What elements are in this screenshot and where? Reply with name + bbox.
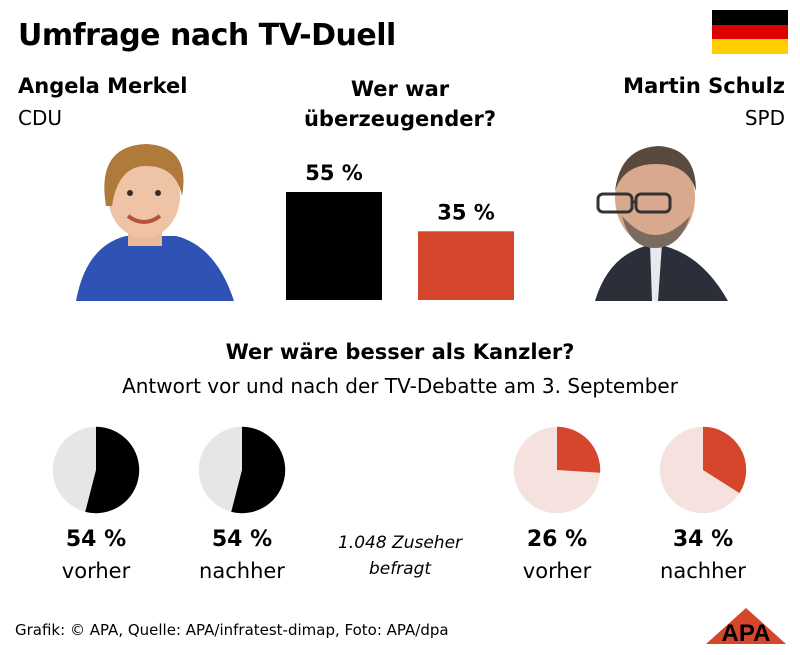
pie-slice-merkel-nachher bbox=[231, 426, 286, 514]
source-footer: Grafik: © APA, Quelle: APA/infratest-dim… bbox=[15, 621, 449, 639]
pie-slice-schulz-vorher bbox=[557, 426, 601, 473]
pie-merkel-nachher bbox=[198, 426, 286, 514]
bar-merkel bbox=[286, 192, 382, 300]
pie-caption-merkel-vorher: vorher bbox=[61, 559, 131, 583]
schulz-portrait bbox=[595, 146, 728, 301]
pie-section-title: Wer wäre besser als Kanzler? bbox=[225, 340, 575, 364]
apa-logo-text: APA bbox=[722, 620, 771, 644]
pie-section-subtitle: Antwort vor und nach der TV-Debatte am 3… bbox=[122, 374, 678, 398]
question-line-1: Wer war bbox=[350, 77, 450, 101]
pie-caption-schulz-vorher: vorher bbox=[522, 559, 592, 583]
pie-value-schulz-nachher: 34 % bbox=[672, 527, 734, 552]
pie-value-merkel-nachher: 54 % bbox=[211, 527, 273, 552]
apa-logo: APA bbox=[706, 608, 786, 644]
pie-slice-schulz-nachher bbox=[703, 426, 747, 494]
bar-chart: 55 % 35 % bbox=[286, 161, 514, 300]
pie-schulz-vorher bbox=[513, 426, 601, 514]
sample-size-note: 1.048 Zuseher befragt bbox=[320, 530, 480, 582]
pie-caption-schulz-nachher: nachher bbox=[660, 559, 746, 583]
flag-stripe-red bbox=[712, 24, 788, 40]
pie-slice-merkel-vorher bbox=[85, 426, 140, 514]
pie-value-schulz-vorher: 26 % bbox=[526, 527, 588, 552]
apa-logo-triangle bbox=[706, 608, 786, 644]
pie-value-merkel-vorher: 54 % bbox=[65, 527, 127, 552]
question-overzeugend: Wer war überzeugender? bbox=[270, 74, 530, 134]
bar-label-merkel: 55 % bbox=[305, 161, 363, 185]
question-line-2: überzeugender? bbox=[303, 107, 497, 131]
flag-stripe-black bbox=[712, 10, 788, 25]
pie-schulz-nachher bbox=[659, 426, 747, 514]
chart-title: Umfrage nach TV-Duell bbox=[18, 18, 396, 53]
flag-stripe-gold bbox=[712, 39, 788, 54]
left-candidate-name: Angela Merkel bbox=[18, 74, 188, 98]
bar-schulz bbox=[418, 231, 514, 300]
pie-merkel-vorher bbox=[52, 426, 140, 514]
german-flag-icon bbox=[712, 10, 788, 54]
bar-label-schulz: 35 % bbox=[437, 200, 495, 224]
pie-caption-merkel-nachher: nachher bbox=[199, 559, 285, 583]
left-candidate-party: CDU bbox=[18, 106, 63, 130]
note-line-2: befragt bbox=[368, 559, 432, 579]
note-line-1: 1.048 Zuseher bbox=[337, 533, 463, 553]
right-candidate-name: Martin Schulz bbox=[623, 74, 785, 98]
right-candidate-party: SPD bbox=[744, 106, 785, 130]
merkel-portrait bbox=[76, 144, 234, 301]
